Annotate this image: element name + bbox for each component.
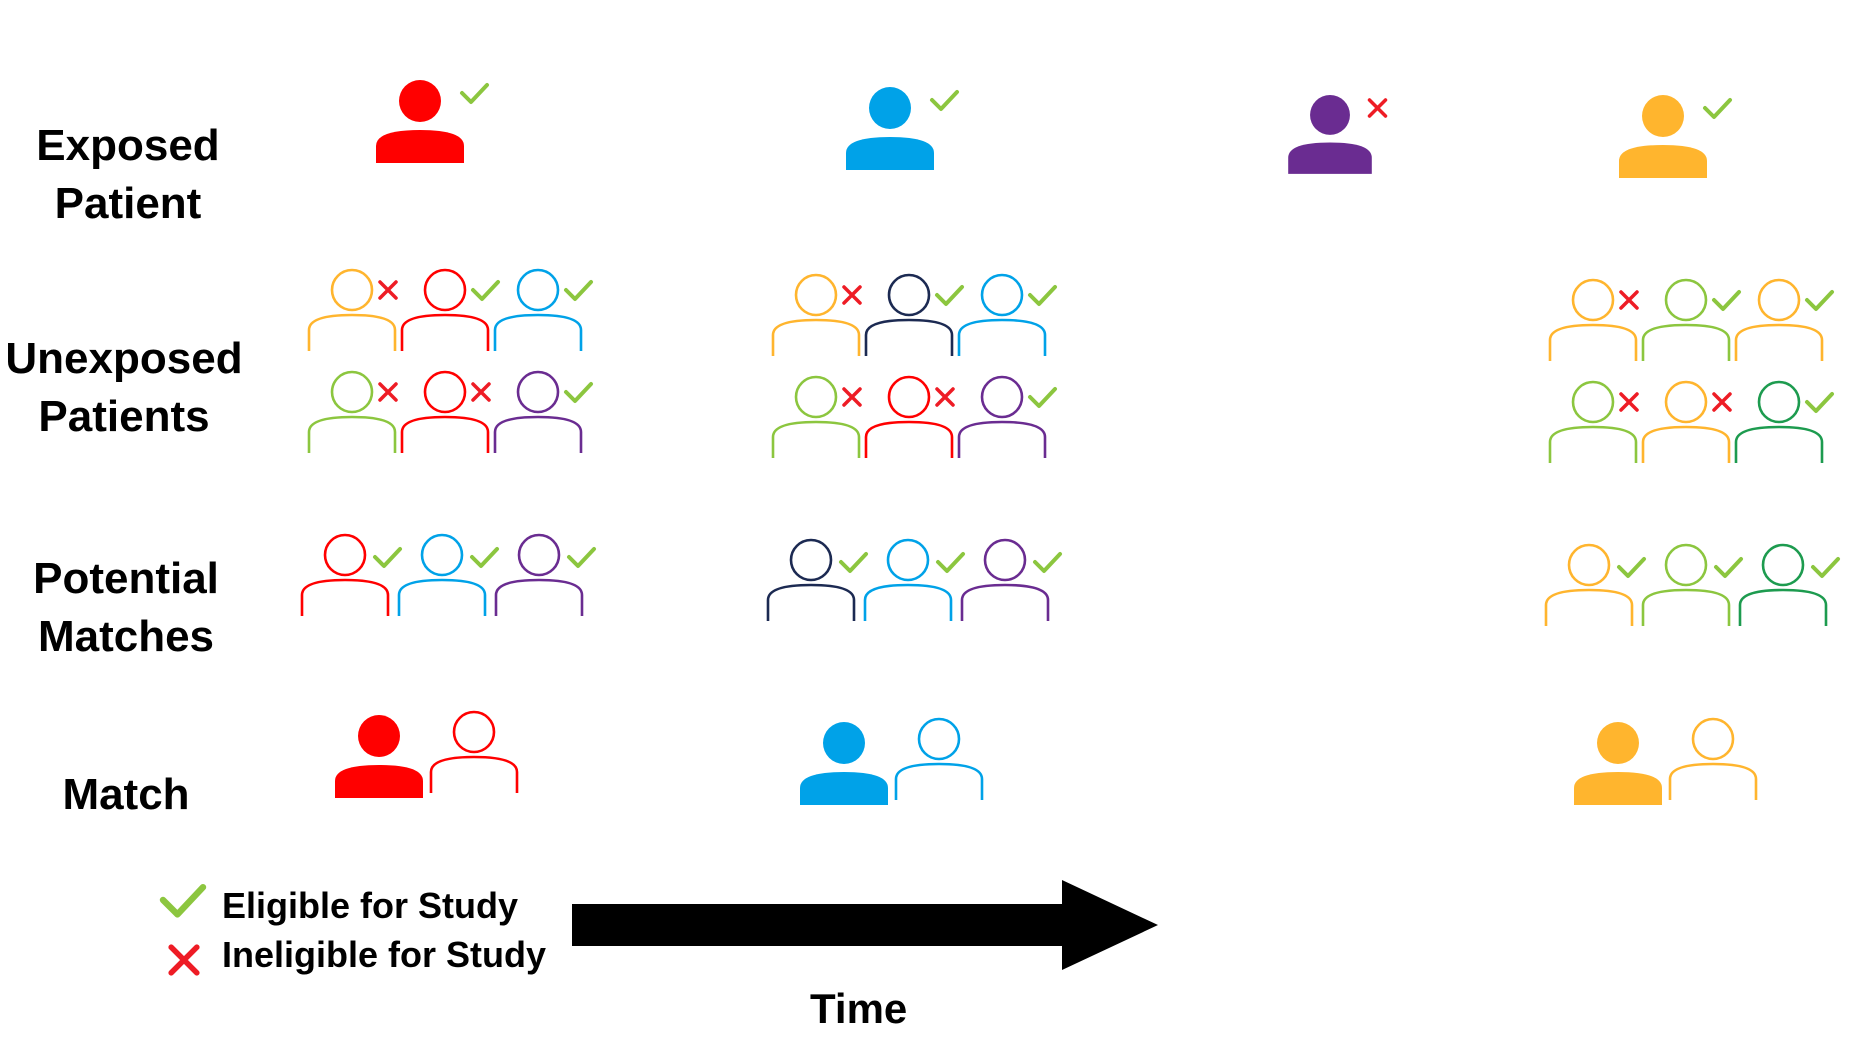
checkmark-icon xyxy=(1028,285,1057,306)
row-label-exposed-line-2: Patient xyxy=(54,179,202,228)
unexposed-patient-person-icon xyxy=(1548,278,1638,361)
legend-ineligible-label: Ineligible for Study xyxy=(222,934,547,975)
checkmark-icon xyxy=(839,552,868,573)
checkmark-icon xyxy=(935,285,964,306)
checkmark-icon xyxy=(1805,290,1834,311)
checkmark-icon xyxy=(471,280,500,301)
potential-match-person-icon xyxy=(1738,543,1828,626)
exposed-patient-person-icon xyxy=(376,80,464,163)
cross-icon xyxy=(378,382,398,402)
match-unexposed-person-icon xyxy=(1668,717,1758,800)
unexposed-patient-person-icon xyxy=(1734,278,1824,361)
match-exposed-person-icon xyxy=(335,715,423,798)
unexposed-patient-person-icon xyxy=(400,370,490,453)
checkmark-icon xyxy=(1028,387,1057,408)
row-label-exposed-line-1: Exposed xyxy=(36,121,220,170)
time-label: Time xyxy=(810,985,908,1032)
potential-match-person-icon xyxy=(766,538,856,621)
unexposed-patient-person-icon xyxy=(1548,380,1638,463)
cross-icon xyxy=(1619,290,1639,310)
potential-match-person-icon xyxy=(863,538,953,621)
row-label-match-line-1: Match xyxy=(62,770,190,819)
match-exposed-person-icon xyxy=(1574,722,1662,805)
legend-eligible-label: Eligible for Study xyxy=(222,885,519,926)
unexposed-patient-person-icon xyxy=(400,268,490,351)
potential-match-person-icon xyxy=(1641,543,1731,626)
unexposed-patient-person-icon xyxy=(307,370,397,453)
checkmark-icon xyxy=(1714,557,1743,578)
row-label-unexposed-line-1: Unexposed xyxy=(5,334,243,383)
checkmark-icon xyxy=(1805,392,1834,413)
checkmark-icon xyxy=(1712,290,1741,311)
match-exposed-person-icon xyxy=(800,722,888,805)
match-unexposed-person-icon xyxy=(429,710,519,793)
row-label-potential-line-1: Potential xyxy=(33,554,219,603)
unexposed-patient-person-icon xyxy=(307,268,397,351)
unexposed-patient-person-icon xyxy=(864,375,954,458)
exposed-patient-person-icon xyxy=(846,87,934,170)
cross-icon xyxy=(1712,392,1732,412)
unexposed-patient-person-icon xyxy=(957,375,1047,458)
checkmark-icon xyxy=(564,280,593,301)
cross-icon xyxy=(378,280,398,300)
cross-icon xyxy=(1367,98,1388,118)
row-label-potential-line-2: Matches xyxy=(37,612,215,661)
legend-cross-icon xyxy=(168,944,200,976)
unexposed-patient-person-icon xyxy=(771,273,861,356)
checkmark-icon xyxy=(936,552,965,573)
unexposed-patient-person-icon xyxy=(1641,380,1731,463)
unexposed-patient-person-icon xyxy=(1734,380,1824,463)
potential-match-person-icon xyxy=(300,533,390,616)
row-label-match: Match xyxy=(4,766,248,824)
row-label-exposed: Exposed Patient xyxy=(8,117,248,233)
row-label-potential: Potential Matches xyxy=(4,550,248,666)
legend-checkmark-icon xyxy=(159,884,207,918)
exposed-patient-person-icon xyxy=(1288,95,1372,174)
cross-icon xyxy=(1619,392,1639,412)
potential-match-person-icon xyxy=(494,533,584,616)
checkmark-icon xyxy=(1617,557,1646,578)
checkmark-icon xyxy=(567,547,596,568)
time-arrow-icon xyxy=(572,880,1158,970)
checkmark-icon xyxy=(1811,557,1840,578)
unexposed-patient-person-icon xyxy=(771,375,861,458)
unexposed-patient-person-icon xyxy=(493,268,583,351)
checkmark-icon xyxy=(1033,552,1062,573)
cross-icon xyxy=(471,382,491,402)
checkmark-icon xyxy=(460,83,489,104)
cross-icon xyxy=(842,387,862,407)
row-label-unexposed-line-2: Patients xyxy=(38,392,210,441)
potential-match-person-icon xyxy=(960,538,1050,621)
exposed-patient-person-icon xyxy=(1619,95,1707,178)
potential-match-person-icon xyxy=(1544,543,1634,626)
cross-icon xyxy=(842,285,862,305)
unexposed-patient-person-icon xyxy=(1641,278,1731,361)
checkmark-icon xyxy=(1703,98,1732,119)
cross-icon xyxy=(935,387,955,407)
checkmark-icon xyxy=(470,547,499,568)
match-unexposed-person-icon xyxy=(894,717,984,800)
row-label-unexposed: Unexposed Patients xyxy=(0,330,248,446)
unexposed-patient-person-icon xyxy=(493,370,583,453)
unexposed-patient-person-icon xyxy=(864,273,954,356)
checkmark-icon xyxy=(930,90,959,111)
unexposed-patient-person-icon xyxy=(957,273,1047,356)
potential-match-person-icon xyxy=(397,533,487,616)
checkmark-icon xyxy=(373,547,402,568)
checkmark-icon xyxy=(564,382,593,403)
